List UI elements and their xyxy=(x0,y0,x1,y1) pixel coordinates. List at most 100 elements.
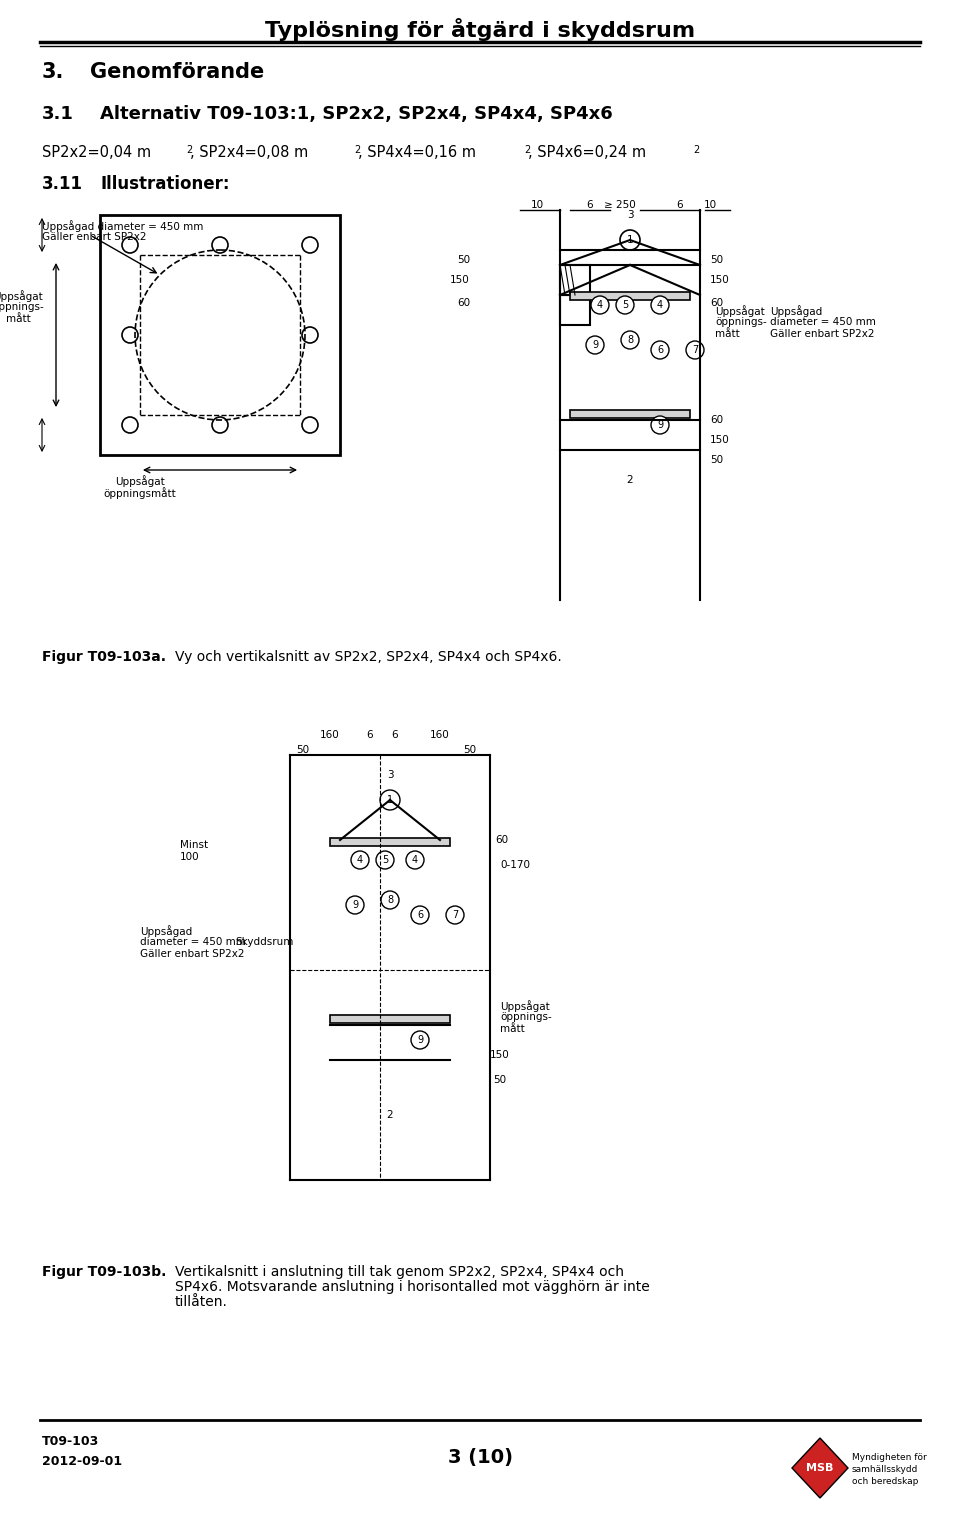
Text: Gäller enbart SP2x2: Gäller enbart SP2x2 xyxy=(42,232,147,243)
Text: 60: 60 xyxy=(710,415,723,424)
Text: Gäller enbart SP2x2: Gäller enbart SP2x2 xyxy=(140,949,245,960)
Text: Skyddsrum: Skyddsrum xyxy=(235,937,294,948)
Text: 5: 5 xyxy=(382,855,388,866)
Text: 150: 150 xyxy=(450,274,470,285)
Text: 2: 2 xyxy=(693,146,699,155)
Text: och beredskap: och beredskap xyxy=(852,1477,919,1486)
Text: , SP2x4=0,08 m: , SP2x4=0,08 m xyxy=(190,146,308,161)
Text: Vy och vertikalsnitt av SP2x2, SP2x4, SP4x4 och SP4x6.: Vy och vertikalsnitt av SP2x2, SP2x4, SP… xyxy=(175,650,562,664)
Text: , SP4x6=0,24 m: , SP4x6=0,24 m xyxy=(528,146,646,161)
Circle shape xyxy=(651,296,669,314)
Text: tillåten.: tillåten. xyxy=(175,1295,228,1308)
Text: 150: 150 xyxy=(710,274,730,285)
Text: 9: 9 xyxy=(352,901,358,910)
Text: samhällsskydd: samhällsskydd xyxy=(852,1464,919,1474)
Text: 6: 6 xyxy=(392,731,398,740)
Text: diameter = 450 mm: diameter = 450 mm xyxy=(140,937,246,948)
Text: 60: 60 xyxy=(710,299,723,308)
Text: 1: 1 xyxy=(627,235,634,246)
Text: 8: 8 xyxy=(387,894,393,905)
Text: 2: 2 xyxy=(387,1110,394,1120)
Text: 4: 4 xyxy=(657,300,663,309)
Text: Uppsågad: Uppsågad xyxy=(140,925,192,937)
Text: 0-170: 0-170 xyxy=(500,860,530,870)
Circle shape xyxy=(302,417,318,434)
Text: öppningsmått: öppningsmått xyxy=(104,487,177,499)
Circle shape xyxy=(381,891,399,910)
Circle shape xyxy=(212,236,228,253)
Circle shape xyxy=(302,327,318,343)
Bar xyxy=(560,296,590,324)
Text: 8: 8 xyxy=(627,335,633,346)
Text: Minst: Minst xyxy=(180,840,208,850)
Text: 6: 6 xyxy=(417,910,423,920)
Text: Uppsågad diameter = 450 mm: Uppsågad diameter = 450 mm xyxy=(42,220,204,232)
Text: Gäller enbart SP2x2: Gäller enbart SP2x2 xyxy=(770,329,875,340)
Circle shape xyxy=(380,790,400,810)
Polygon shape xyxy=(792,1439,848,1498)
Text: Uppsågad: Uppsågad xyxy=(770,305,823,317)
Text: öppnings-: öppnings- xyxy=(500,1013,552,1022)
Bar xyxy=(330,838,450,846)
Text: Figur T09-103a.: Figur T09-103a. xyxy=(42,650,166,664)
Text: 10: 10 xyxy=(531,200,543,211)
Text: 2: 2 xyxy=(627,475,634,485)
Text: mått: mått xyxy=(6,314,31,324)
Text: Typlösning för åtgärd i skyddsrum: Typlösning för åtgärd i skyddsrum xyxy=(265,18,695,41)
Text: 3.11: 3.11 xyxy=(42,174,83,193)
Text: Myndigheten för: Myndigheten för xyxy=(852,1452,926,1461)
Text: 50: 50 xyxy=(710,255,723,265)
Text: Uppsågat: Uppsågat xyxy=(715,305,765,317)
Text: öppnings-: öppnings- xyxy=(715,317,767,327)
Circle shape xyxy=(376,850,394,869)
Text: 7: 7 xyxy=(452,910,458,920)
Text: 9: 9 xyxy=(417,1035,423,1045)
Text: 7: 7 xyxy=(692,346,698,355)
Text: 160: 160 xyxy=(430,731,450,740)
Text: 50: 50 xyxy=(710,455,723,465)
Bar xyxy=(570,409,690,418)
Circle shape xyxy=(651,415,669,434)
Circle shape xyxy=(621,330,639,349)
Bar xyxy=(560,265,590,296)
Circle shape xyxy=(212,417,228,434)
Text: 3: 3 xyxy=(387,770,394,781)
Text: 50: 50 xyxy=(457,255,470,265)
Text: 3.1: 3.1 xyxy=(42,105,74,123)
Circle shape xyxy=(122,236,138,253)
Text: 9: 9 xyxy=(657,420,663,431)
Circle shape xyxy=(351,850,369,869)
Text: 3: 3 xyxy=(627,211,634,220)
Text: 160: 160 xyxy=(320,731,340,740)
Text: Vertikalsnitt i anslutning till tak genom SP2x2, SP2x4, SP4x4 och: Vertikalsnitt i anslutning till tak geno… xyxy=(175,1264,624,1280)
Text: SP4x6. Motsvarande anslutning i horisontalled mot vägghörn är inte: SP4x6. Motsvarande anslutning i horisont… xyxy=(175,1280,650,1295)
Text: 1: 1 xyxy=(387,794,393,805)
Circle shape xyxy=(122,417,138,434)
Circle shape xyxy=(586,337,604,355)
Text: mått: mått xyxy=(715,329,740,340)
Circle shape xyxy=(446,907,464,923)
Bar xyxy=(330,1016,450,1023)
Circle shape xyxy=(411,907,429,923)
Text: ≥ 250: ≥ 250 xyxy=(604,200,636,211)
Text: 50: 50 xyxy=(464,744,476,755)
Text: 2: 2 xyxy=(186,146,192,155)
Text: Alternativ T09-103:1, SP2x2, SP2x4, SP4x4, SP4x6: Alternativ T09-103:1, SP2x2, SP2x4, SP4x… xyxy=(100,105,612,123)
Text: 9: 9 xyxy=(592,340,598,350)
Text: Illustrationer:: Illustrationer: xyxy=(100,174,229,193)
Text: 4: 4 xyxy=(597,300,603,309)
Text: öppnings-: öppnings- xyxy=(0,302,44,312)
Text: 3 (10): 3 (10) xyxy=(447,1448,513,1467)
Circle shape xyxy=(686,341,704,359)
Circle shape xyxy=(411,1031,429,1049)
Text: Uppsågat: Uppsågat xyxy=(0,290,43,302)
Text: 6: 6 xyxy=(657,346,663,355)
Text: T09-103: T09-103 xyxy=(42,1436,99,1448)
Circle shape xyxy=(616,296,634,314)
Circle shape xyxy=(406,850,424,869)
Circle shape xyxy=(651,341,669,359)
Text: 60: 60 xyxy=(495,835,508,844)
Text: 2: 2 xyxy=(354,146,360,155)
Circle shape xyxy=(591,296,609,314)
Text: mått: mått xyxy=(500,1023,525,1034)
